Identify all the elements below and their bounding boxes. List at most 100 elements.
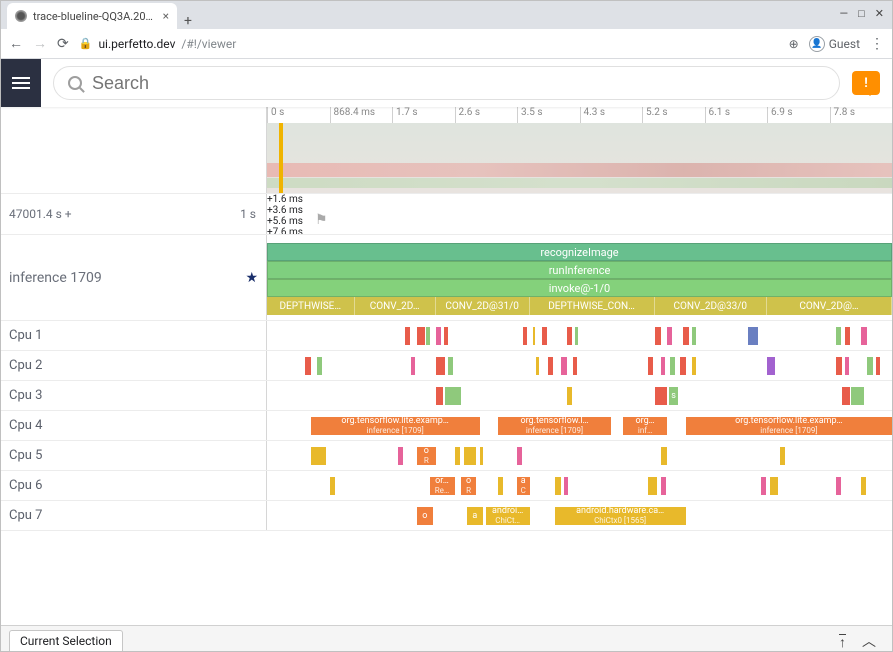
maximize-icon[interactable]: □ xyxy=(858,7,865,20)
sched-slice[interactable] xyxy=(648,477,657,495)
sched-slice[interactable] xyxy=(780,447,785,465)
sched-slice[interactable] xyxy=(661,477,666,495)
close-tab-icon[interactable]: × xyxy=(163,9,169,23)
sched-slice[interactable]: or…Re… xyxy=(430,477,455,495)
overview-minimap[interactable] xyxy=(267,123,892,193)
cpu-track-content[interactable]: oR xyxy=(266,441,892,470)
sched-slice[interactable]: a xyxy=(467,507,483,525)
sched-slice[interactable] xyxy=(836,477,841,495)
sched-slice[interactable] xyxy=(851,387,864,405)
sched-slice[interactable] xyxy=(445,387,461,405)
cpu-track-label[interactable]: Cpu 2 xyxy=(1,351,266,380)
slice-invoke[interactable]: invoke@-1/0 xyxy=(267,279,892,297)
sched-slice[interactable] xyxy=(311,447,327,465)
cpu-track-label[interactable]: Cpu 5 xyxy=(1,441,266,470)
hamburger-menu-button[interactable] xyxy=(1,59,41,107)
sched-slice[interactable] xyxy=(670,357,675,375)
sched-slice[interactable] xyxy=(523,327,527,345)
sched-slice[interactable] xyxy=(555,477,561,495)
sched-slice[interactable] xyxy=(436,357,445,375)
sched-slice[interactable] xyxy=(417,327,425,345)
sched-slice[interactable] xyxy=(661,357,665,375)
search-engine-icon[interactable]: ⊕ xyxy=(789,37,799,51)
sched-slice[interactable] xyxy=(436,387,444,405)
sched-slice[interactable] xyxy=(436,327,441,345)
sched-slice[interactable] xyxy=(305,357,311,375)
sched-slice[interactable]: org.tensorflow.lite.examp…inference [170… xyxy=(311,417,480,435)
sched-slice[interactable] xyxy=(548,357,553,375)
sched-slice[interactable]: android.hardware.ca…ChiCtx0 [1565] xyxy=(555,507,686,525)
current-selection-tab[interactable]: Current Selection xyxy=(9,630,123,651)
cpu-track-content[interactable] xyxy=(266,351,892,380)
minimap-handle[interactable] xyxy=(279,123,283,193)
sched-slice[interactable]: oR xyxy=(417,447,436,465)
sched-slice[interactable] xyxy=(667,327,672,345)
search-input[interactable] xyxy=(92,73,825,94)
new-tab-button[interactable]: + xyxy=(177,13,199,29)
sched-slice[interactable] xyxy=(533,327,536,345)
sched-slice[interactable] xyxy=(842,387,850,405)
collapse-icon[interactable]: ︿ xyxy=(854,631,884,651)
sched-slice[interactable] xyxy=(426,327,430,345)
cpu-track-label[interactable]: Cpu 7 xyxy=(1,501,266,530)
sched-slice[interactable] xyxy=(567,327,572,345)
slice-runinference[interactable]: runInference xyxy=(267,261,892,279)
sched-slice[interactable] xyxy=(876,357,880,375)
sched-slice[interactable]: aC xyxy=(517,477,530,495)
op-slice[interactable]: DEPTHWISE_CON… xyxy=(530,297,655,315)
minimize-icon[interactable]: — xyxy=(840,7,849,20)
sched-slice[interactable] xyxy=(405,327,410,345)
flag-icon[interactable]: ⚑ xyxy=(315,212,328,228)
inference-track-label[interactable]: inference 1709 ★ xyxy=(1,235,266,320)
sched-slice[interactable] xyxy=(542,327,547,345)
sched-slice[interactable] xyxy=(655,387,668,405)
op-slice[interactable]: DEPTHWISE… xyxy=(267,297,355,315)
forward-icon[interactable]: → xyxy=(33,35,47,52)
sched-slice[interactable] xyxy=(845,327,850,345)
sched-slice[interactable] xyxy=(680,357,686,375)
feedback-button[interactable]: ! xyxy=(852,71,880,95)
cpu-track-content[interactable]: s xyxy=(266,381,892,410)
cpu-track-label[interactable]: Cpu 3 xyxy=(1,381,266,410)
sched-slice[interactable]: o xyxy=(417,507,433,525)
sched-slice[interactable] xyxy=(836,357,842,375)
sched-slice[interactable]: org.tensorflow.l…inference [1709] xyxy=(498,417,611,435)
scroll-top-icon[interactable]: ↑ xyxy=(831,634,854,651)
sched-slice[interactable] xyxy=(861,477,866,495)
op-slice[interactable]: CONV_2D@33/0 xyxy=(655,297,768,315)
sched-slice[interactable]: androi…ChiCt… xyxy=(486,507,530,525)
sched-slice[interactable] xyxy=(770,477,778,495)
sched-slice[interactable] xyxy=(398,447,403,465)
sched-slice[interactable] xyxy=(330,477,335,495)
sched-slice[interactable] xyxy=(761,477,766,495)
kebab-menu-icon[interactable]: ⋮ xyxy=(870,36,884,52)
overview-content[interactable]: 0 s868.4 ms1.7 s2.6 s3.5 s4.3 s5.2 s6.1 … xyxy=(266,107,892,193)
sched-slice[interactable] xyxy=(480,447,484,465)
sched-slice[interactable]: oR xyxy=(461,477,477,495)
sched-slice[interactable]: org…inf… xyxy=(623,417,667,435)
sched-slice[interactable] xyxy=(692,327,696,345)
reload-icon[interactable]: ⟳ xyxy=(57,36,69,52)
sched-slice[interactable] xyxy=(455,447,460,465)
inference-content[interactable]: recognizeImage runInference invoke@-1/0 … xyxy=(266,235,892,320)
close-window-icon[interactable]: ✕ xyxy=(875,7,884,20)
sched-slice[interactable] xyxy=(464,447,477,465)
sched-slice[interactable] xyxy=(561,357,567,375)
sched-slice[interactable] xyxy=(573,357,577,375)
guest-profile[interactable]: 👤 Guest xyxy=(809,36,860,52)
slice-recognize[interactable]: recognizeImage xyxy=(267,243,892,261)
star-icon[interactable]: ★ xyxy=(245,270,258,286)
sched-slice[interactable] xyxy=(567,387,572,405)
sched-slice[interactable] xyxy=(575,327,578,345)
sched-slice[interactable] xyxy=(861,327,867,345)
sched-slice[interactable] xyxy=(867,357,873,375)
sched-slice[interactable] xyxy=(692,357,696,375)
cpu-track-label[interactable]: Cpu 6 xyxy=(1,471,266,500)
op-slice[interactable]: CONV_2D… xyxy=(355,297,436,315)
sched-slice[interactable] xyxy=(655,327,661,345)
sched-slice[interactable] xyxy=(317,357,322,375)
detail-ruler[interactable]: ⚑ +1.6 ms+3.6 ms+5.6 ms+7.6 ms+9.6 ms+11… xyxy=(266,194,892,234)
sched-slice[interactable] xyxy=(444,327,448,345)
cpu-track-label[interactable]: Cpu 1 xyxy=(1,321,266,350)
op-slice[interactable]: CONV_2D@… xyxy=(767,297,892,315)
